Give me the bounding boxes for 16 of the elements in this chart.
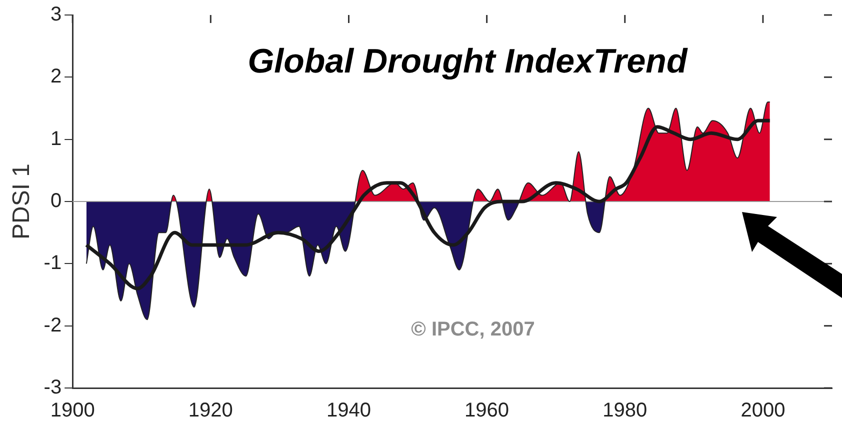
y-tick-label: 2 xyxy=(50,66,62,88)
y-tick-label: 3 xyxy=(50,4,62,26)
x-tick-label: 2000 xyxy=(740,400,786,422)
y-tick-label: -1 xyxy=(44,252,62,274)
y-tick-label: 0 xyxy=(50,190,62,212)
y-tick-label: -2 xyxy=(44,314,62,336)
y-tick-label: -3 xyxy=(44,376,62,399)
text: Global Drought IndexTrend xyxy=(248,42,688,80)
x-tick-label: 1980 xyxy=(602,400,648,422)
annotation: © IPCC, 2007 xyxy=(411,318,535,341)
x-tick-label: 1920 xyxy=(188,400,233,422)
x-tick-label: 1960 xyxy=(464,400,510,422)
x-tick-label: 1900 xyxy=(50,400,95,422)
y-axis-title: PDSI 1 xyxy=(8,163,36,240)
x-tick-label: 1940 xyxy=(326,400,371,422)
y-tick-label: 1 xyxy=(50,128,62,150)
